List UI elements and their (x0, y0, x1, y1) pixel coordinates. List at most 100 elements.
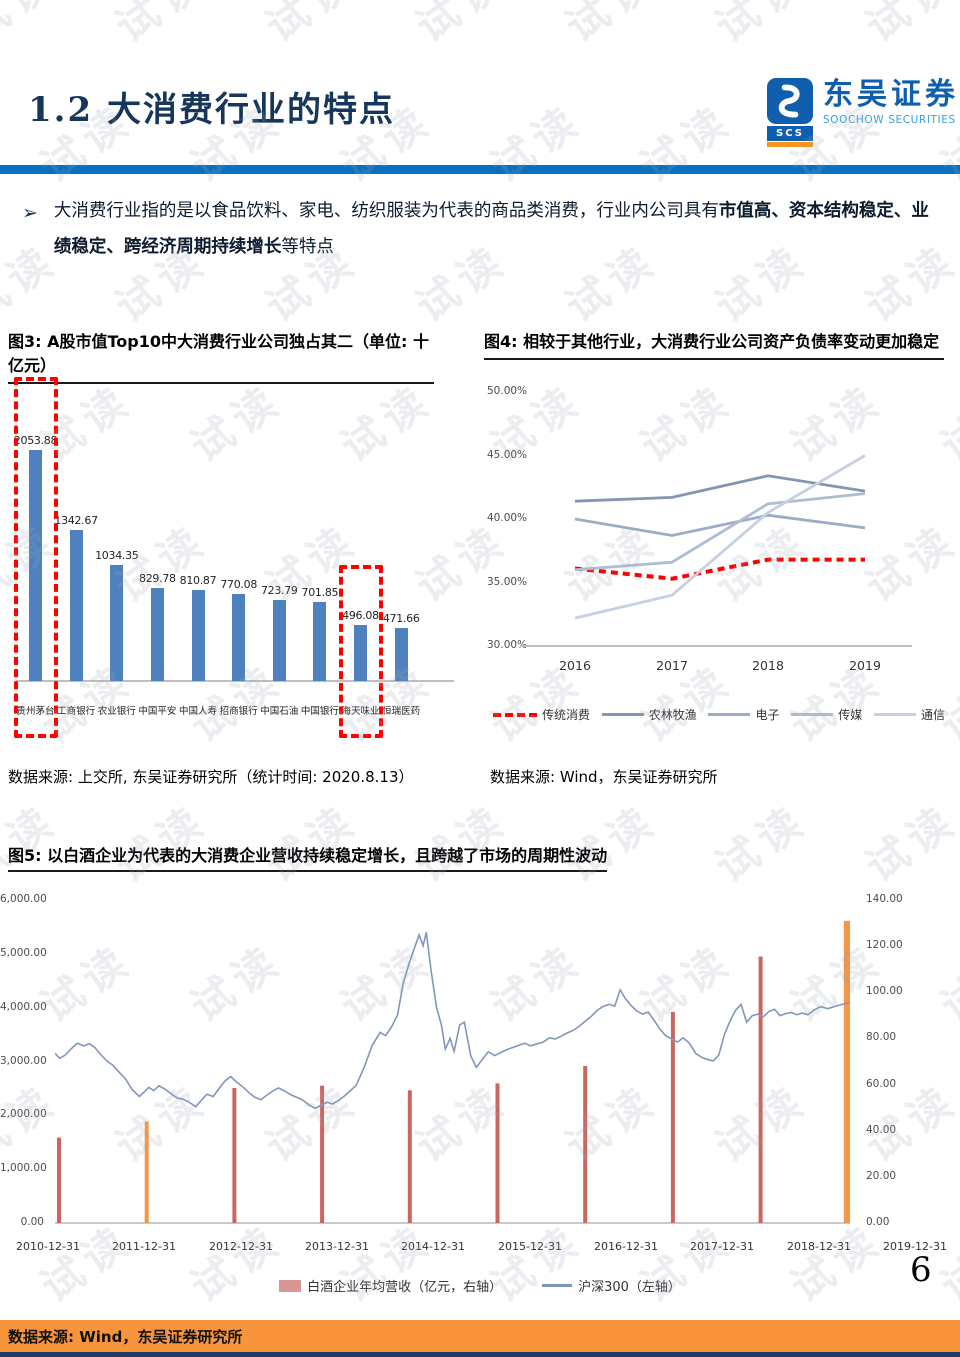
fig5-left-tick: 4,000.00 (0, 1001, 47, 1013)
fig3-value-label: 723.79 (260, 583, 298, 597)
watermark-text: 试读 (406, 794, 517, 892)
watermark-text: 试读 (106, 0, 217, 52)
company-logo: SCS 东吴证券 SOOCHOW SECURITIES (766, 78, 959, 147)
fig4-legend-item: 通信 (873, 706, 945, 723)
fig4-series-电子 (574, 513, 866, 537)
fig3-source: 数据来源: 上交所, 东吴证券研究所（统计时间: 2020.8.13） (8, 768, 414, 786)
fig5-right-tick: 80.00 (866, 1031, 897, 1043)
fig4-y-tick: 35.00% (487, 575, 528, 588)
fig3-value-label: 770.08 (220, 578, 258, 592)
logo-swirl-icon (767, 78, 813, 124)
intro-paragraph: ➢ 大消费行业指的是以食品饮料、家电、纺织服装为代表的商品类消费，行业内公司具有… (22, 194, 938, 266)
fig3-category-label: 农业银行 (97, 706, 136, 717)
fig4-legend-swatch (601, 713, 644, 716)
watermark-text: 试读 (931, 934, 960, 1032)
fig4-x-tick: 2017 (656, 658, 688, 673)
fig5-bar (758, 956, 763, 1223)
fig4-legend-label: 电子 (755, 708, 780, 722)
fig4-legend-swatch (791, 713, 834, 716)
fig4-y-tick: 40.00% (487, 512, 528, 524)
fig3-bar (150, 587, 164, 681)
page-number: 6 (910, 1250, 932, 1290)
fig4-legend-item: 电子 (708, 706, 779, 723)
fig3-bar (110, 564, 124, 681)
intro-tail: 等特点 (281, 236, 334, 257)
fig4-legend-item: 农林牧渔 (601, 706, 697, 723)
fig5-left-tick: 3,000.00 (0, 1055, 47, 1067)
fig3-bar (313, 602, 327, 681)
fig3-category-label: 恒瑞医药 (382, 706, 421, 717)
fig5-right-tick: 60.00 (866, 1078, 897, 1090)
fig3-value-label: 829.78 (139, 571, 176, 585)
fig5-left-tick: 0.00 (20, 1216, 44, 1228)
watermark-text: 试读 (256, 0, 367, 52)
fig3-value-label: 810.87 (179, 573, 217, 587)
fig5-index-line (55, 932, 850, 1110)
fig5-combo-chart (55, 920, 850, 1224)
fig5-left-tick: 1,000.00 (0, 1162, 47, 1174)
header-divider (0, 165, 960, 174)
watermark-text: 试读 (556, 794, 667, 892)
fig5-legend-bar-label: 白酒企业年均营收（亿元，右轴） (307, 1280, 503, 1295)
fig5-legend-line-swatch (542, 1284, 573, 1287)
fig3-category-label: 贵州茅台 (16, 706, 55, 717)
watermark-text: 试读 (256, 794, 367, 892)
fig4-legend-swatch (873, 713, 916, 716)
fig5-bar (495, 1083, 500, 1223)
fig3-highlight-box (338, 565, 383, 738)
fig3-category-label: 中国银行 (300, 706, 339, 717)
watermark-text: 试读 (481, 94, 592, 192)
fig3-bar (232, 594, 246, 681)
intro-emphasis: 市值高、资本结构稳定、业绩稳定、跨经济周期持续增长 (53, 201, 929, 257)
intro-lead: 大消费行业指的是以食品饮料、家电、纺织服装为代表的商品类消费，行业内公司具有 (53, 201, 719, 221)
fig5-bar (407, 1090, 412, 1223)
fig4-y-tick: 45.00% (487, 448, 528, 461)
fig4-legend-swatch (493, 712, 537, 717)
fig5-title: 图5: 以白酒企业为代表的大消费企业营收持续稳定增长，且跨越了市场的周期性波动 (8, 842, 608, 872)
fig4-legend-item: 传媒 (791, 706, 862, 723)
fig5-legend-line-label: 沪深300（左轴） (578, 1280, 681, 1295)
fig5-legend: 白酒企业年均营收（亿元，右轴） 沪深300（左轴） (0, 1276, 960, 1295)
fig5-bar (843, 920, 850, 1223)
fig4-legend-label: 通信 (920, 708, 945, 722)
page-title: 1.2 大消费行业的特点 (28, 90, 395, 130)
fig5-legend-line-item: 沪深300（左轴） (542, 1276, 681, 1295)
fig3-category-label: 中国人寿 (178, 706, 217, 717)
fig5-bar (232, 1088, 237, 1223)
fig5-bar (144, 1121, 149, 1223)
fig3-bar (272, 599, 286, 681)
fig4-line-chart (520, 454, 912, 647)
fig3-value-label: 471.66 (382, 612, 420, 625)
fig5-x-tick: 2017-12-31 (690, 1240, 754, 1253)
fig5-left-tick: 6,000.00 (0, 893, 47, 905)
watermark-text: 试读 (706, 794, 817, 892)
fig4-source: 数据来源: Wind，东吴证券研究所 (490, 768, 718, 786)
fig4-legend-label: 农林牧渔 (648, 708, 697, 722)
fig3-highlight-box (13, 377, 58, 738)
fig5-x-tick: 2012-12-31 (209, 1240, 273, 1253)
fig4-legend-item: 传统消费 (493, 706, 590, 723)
fig5-x-tick: 2016-12-31 (594, 1240, 658, 1253)
fig5-bar (670, 1011, 675, 1223)
fig5-x-tick: 2014-12-31 (401, 1240, 465, 1253)
fig4-series-传统消费 (574, 557, 865, 581)
fig5-bar (583, 1066, 588, 1223)
fig5-right-tick: 20.00 (866, 1170, 897, 1182)
watermark-text: 试读 (856, 0, 960, 52)
logo-orange-bar (767, 142, 813, 147)
fig4-series-通信 (574, 454, 866, 620)
fig3-category-label: 中国平安 (138, 706, 177, 717)
footer-source: 数据来源: Wind，东吴证券研究所 (8, 1327, 243, 1346)
fig3-category-label: 招商银行 (219, 706, 258, 717)
fig5-bar (320, 1085, 325, 1223)
fig5-right-tick: 100.00 (866, 985, 903, 997)
fig3-bar (394, 628, 408, 681)
watermark-text: 试读 (0, 0, 67, 52)
fig4-x-tick: 2019 (849, 658, 881, 673)
fig5-bar (57, 1137, 61, 1223)
arrow-bullet-icon: ➢ (22, 202, 38, 224)
fig4-x-tick: 2018 (752, 658, 784, 673)
fig5-x-tick: 2013-12-31 (305, 1240, 369, 1253)
fig3-value-label: 1342.67 (54, 514, 98, 527)
fig3-category-label: 工商银行 (57, 706, 96, 717)
